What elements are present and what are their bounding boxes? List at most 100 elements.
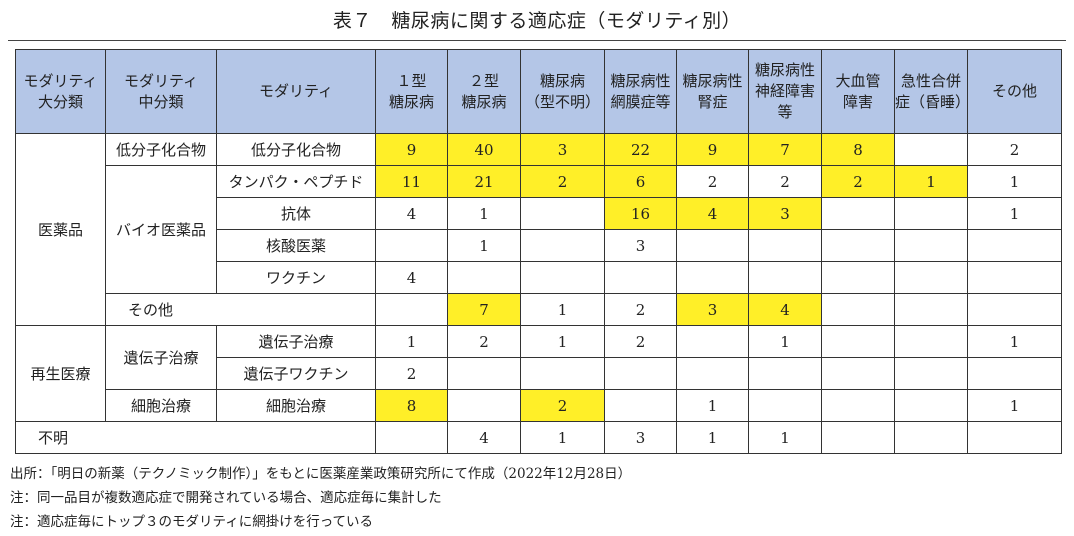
- value-cell: 2: [375, 357, 448, 390]
- value-cell: 4: [375, 197, 448, 230]
- header-minor-category: モダリティ 中分類: [105, 49, 217, 134]
- value-cell: [894, 293, 968, 326]
- value-cell: [676, 261, 749, 294]
- source-note: 出所：「明日の新薬（テクノミック制作）」をもとに医薬産業政策研究所にて作成（20…: [10, 466, 632, 482]
- value-cell: [894, 389, 968, 422]
- value-cell: [447, 357, 521, 390]
- value-cell: 6: [604, 165, 677, 198]
- value-cell: [821, 421, 895, 454]
- value-cell: [520, 261, 605, 294]
- note-aggregation: 注：同一品目が複数適応症で開発されている場合、適応症毎に集計した: [10, 490, 442, 506]
- value-cell: [894, 357, 968, 390]
- value-cell: [748, 389, 822, 422]
- value-cell: 7: [447, 293, 521, 326]
- subgroup-gene: 遺伝子治療: [105, 325, 217, 390]
- value-cell: [821, 197, 895, 230]
- value-cell: 1: [967, 197, 1062, 230]
- value-cell: 2: [520, 389, 605, 422]
- group-pharma: 医薬品: [15, 133, 106, 326]
- value-cell: 40: [447, 133, 521, 166]
- value-cell: 1: [967, 389, 1062, 422]
- value-cell: [967, 357, 1062, 390]
- subgroup-cell: 細胞治療: [105, 389, 217, 422]
- value-cell: 1: [447, 197, 521, 230]
- row-label: 抗体: [216, 197, 376, 230]
- value-cell: 1: [967, 325, 1062, 358]
- header-type2: ２型 糖尿病: [447, 49, 521, 134]
- indication-table: モダリティ 大分類 モダリティ 中分類 モダリティ １型 糖尿病 ２型 糖尿病 糖尿病（…: [15, 49, 1062, 454]
- row-label: 遺伝子ワクチン: [216, 357, 376, 390]
- value-cell: [821, 389, 895, 422]
- header-acute-complication: 急性合併 症（昏睡）: [894, 49, 970, 134]
- value-cell: 3: [604, 421, 677, 454]
- footnotes: 出所：「明日の新薬（テクノミック制作）」をもとに医薬産業政策研究所にて作成（20…: [10, 462, 631, 534]
- table-row: 核酸医薬 1 3: [16, 229, 1062, 262]
- value-cell: 3: [748, 197, 822, 230]
- value-cell: [748, 261, 822, 294]
- value-cell: [894, 197, 968, 230]
- header-nephropathy: 糖尿病性 腎症: [676, 49, 749, 134]
- value-cell: [894, 325, 968, 358]
- value-cell: [447, 261, 521, 294]
- value-cell: [894, 229, 968, 262]
- value-cell: [894, 261, 968, 294]
- value-cell: 16: [604, 197, 677, 230]
- value-cell: 2: [748, 165, 822, 198]
- note-highlight: 注：適応症毎にトップ３のモダリティに網掛けを行っている: [10, 514, 374, 530]
- value-cell: 21: [447, 165, 521, 198]
- value-cell: 2: [604, 293, 677, 326]
- value-cell: 2: [520, 165, 605, 198]
- value-cell: 1: [520, 293, 605, 326]
- value-cell: [821, 229, 895, 262]
- value-cell: [967, 421, 1062, 454]
- table-row: 再生医療 遺伝子治療 遺伝子治療 1 2 1 2 1 1: [15, 325, 1062, 422]
- value-cell: [967, 229, 1062, 262]
- header-modality: モダリティ: [216, 49, 376, 134]
- value-cell: [676, 325, 749, 358]
- value-cell: 4: [447, 421, 521, 454]
- value-cell: [894, 421, 968, 454]
- value-cell: 2: [967, 133, 1062, 166]
- value-cell: [821, 293, 895, 326]
- value-cell: 4: [676, 197, 749, 230]
- value-cell: 3: [604, 229, 677, 262]
- value-cell: 3: [676, 293, 749, 326]
- value-cell: [676, 229, 749, 262]
- row-label: その他: [105, 293, 376, 326]
- value-cell: 9: [375, 133, 448, 166]
- value-cell: [604, 389, 677, 422]
- subgroup-bio: バイオ医薬品: [105, 165, 217, 294]
- table-row: 遺伝子ワクチン 2: [16, 357, 1062, 390]
- value-cell: [748, 229, 822, 262]
- value-cell: [375, 421, 448, 454]
- table-row: 医薬品 低分子化合物 低分子化合物 9 40 3 22 9 7 8 2: [15, 133, 1062, 326]
- value-cell: 1: [967, 165, 1062, 198]
- value-cell: 1: [748, 325, 822, 358]
- header-neuropathy: 糖尿病性 神経障害等: [748, 49, 822, 134]
- value-cell: [894, 133, 968, 166]
- value-cell: [375, 229, 448, 262]
- table-row: 抗体 4 1 16 4 3 1: [16, 197, 1062, 230]
- value-cell: [967, 293, 1062, 326]
- value-cell: 11: [375, 165, 448, 198]
- row-label: 遺伝子治療: [216, 325, 376, 358]
- row-label: タンパク・ペプチド: [216, 165, 376, 198]
- value-cell: 1: [676, 389, 749, 422]
- title-divider: [8, 40, 1066, 41]
- header-macrovascular: 大血管 障害: [821, 49, 895, 134]
- value-cell: [375, 293, 448, 326]
- row-label: 核酸医薬: [216, 229, 376, 262]
- value-cell: 1: [520, 421, 605, 454]
- value-cell: [821, 261, 895, 294]
- table-row: 細胞治療 細胞治療 8 2 1 1: [16, 389, 1062, 422]
- value-cell: 22: [604, 133, 677, 166]
- value-cell: [967, 261, 1062, 294]
- header-retinopathy: 糖尿病性 網膜症等: [604, 49, 677, 134]
- value-cell: [520, 197, 605, 230]
- value-cell: 1: [676, 421, 749, 454]
- row-label: 細胞治療: [216, 389, 376, 422]
- group-regen: 再生医療: [15, 325, 106, 422]
- value-cell: 1: [748, 421, 822, 454]
- table-title: 表７ 糖尿病に関する適応症（モダリティ別）: [332, 10, 742, 32]
- value-cell: 2: [676, 165, 749, 198]
